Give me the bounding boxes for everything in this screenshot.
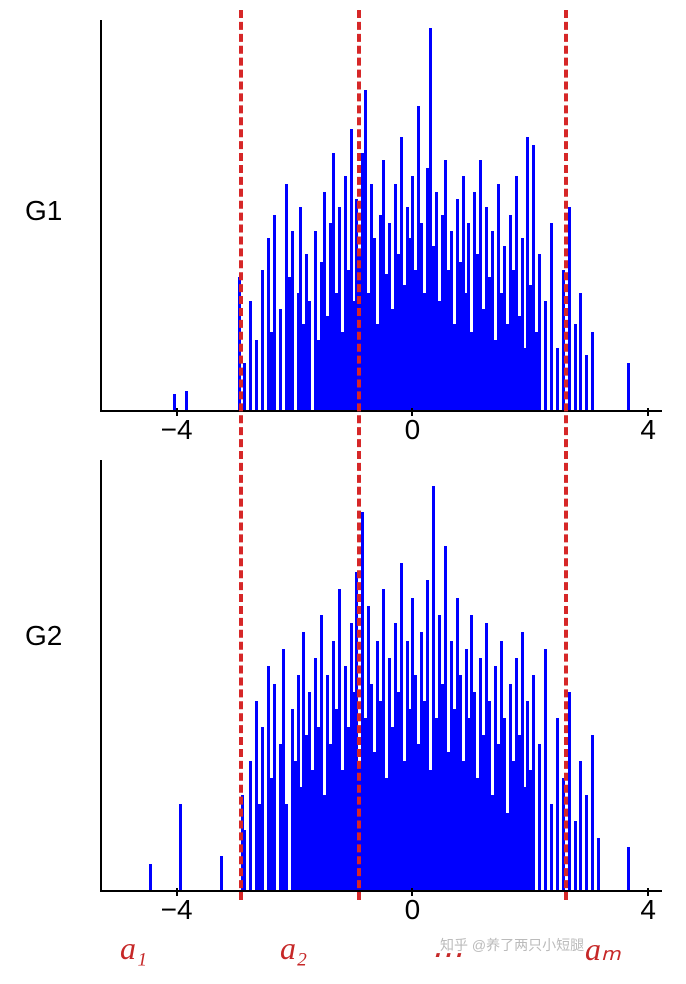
histogram-bar [568,207,571,410]
histogram-bar [273,215,276,410]
histogram-bar [556,718,559,890]
histogram-bar [591,332,594,410]
histogram-bar [532,675,535,890]
histogram-bar [568,692,571,890]
reference-vline [564,10,568,900]
histogram-bar [585,355,588,410]
histogram-bar [243,363,246,410]
xaxis-tick [647,888,649,896]
xaxis-tick-label: 4 [640,414,656,446]
histogram-bar [538,744,541,890]
handwritten-label: a₂ [280,930,307,967]
histogram-bar [574,821,577,890]
xaxis-tick-label: −4 [161,894,193,926]
plot-g2 [100,460,662,892]
histogram-bar [243,830,246,890]
histogram-bar [538,254,541,410]
histogram-bar [591,735,594,890]
xaxis-tick [411,888,413,896]
histogram-bar [556,348,559,410]
histogram-bar [273,684,276,890]
figure-container: { "layout": { "width": 686, "height": 98… [0,0,686,984]
xaxis-tick [647,408,649,416]
reference-vline [239,10,243,900]
histogram-bar [149,864,152,890]
handwritten-label: a₁ [120,930,147,967]
xaxis-tick [176,888,178,896]
xaxis-tick-label: 0 [405,414,421,446]
histogram-bar [308,301,311,410]
histogram-bar [220,856,223,890]
histogram-bar [255,340,258,410]
xaxis-tick-label: −4 [161,414,193,446]
plot-g1 [100,20,662,412]
histogram-bar [185,391,188,411]
watermark-1: 知乎 @养了两只小短腿 [440,935,584,955]
handwritten-label: aₘ [585,930,621,968]
reference-vline [357,10,361,900]
histogram-bar [579,293,582,410]
histogram-bar [550,804,553,890]
histogram-bar [249,301,252,410]
xaxis-tick [176,408,178,416]
histogram-bar [261,727,264,890]
histogram-bar [291,231,294,410]
panel-label-g1: G1 [25,195,62,227]
histogram-bar [279,309,282,410]
panel-label-g2: G2 [25,620,62,652]
histogram-bar [285,804,288,890]
xaxis-tick-label: 4 [640,894,656,926]
histogram-bar [544,649,547,890]
histogram-bar [544,301,547,410]
histogram-bar [597,838,600,890]
histogram-bar [574,324,577,410]
histogram-bar [627,363,630,410]
xaxis-tick-label: 0 [405,894,421,926]
histogram-bar [550,223,553,410]
histogram-bar [627,847,630,890]
histogram-bar [585,795,588,890]
histogram-bar [261,270,264,410]
histogram-bar [179,804,182,890]
histogram-bar [579,761,582,890]
xaxis-tick [411,408,413,416]
histogram-bar [249,761,252,890]
